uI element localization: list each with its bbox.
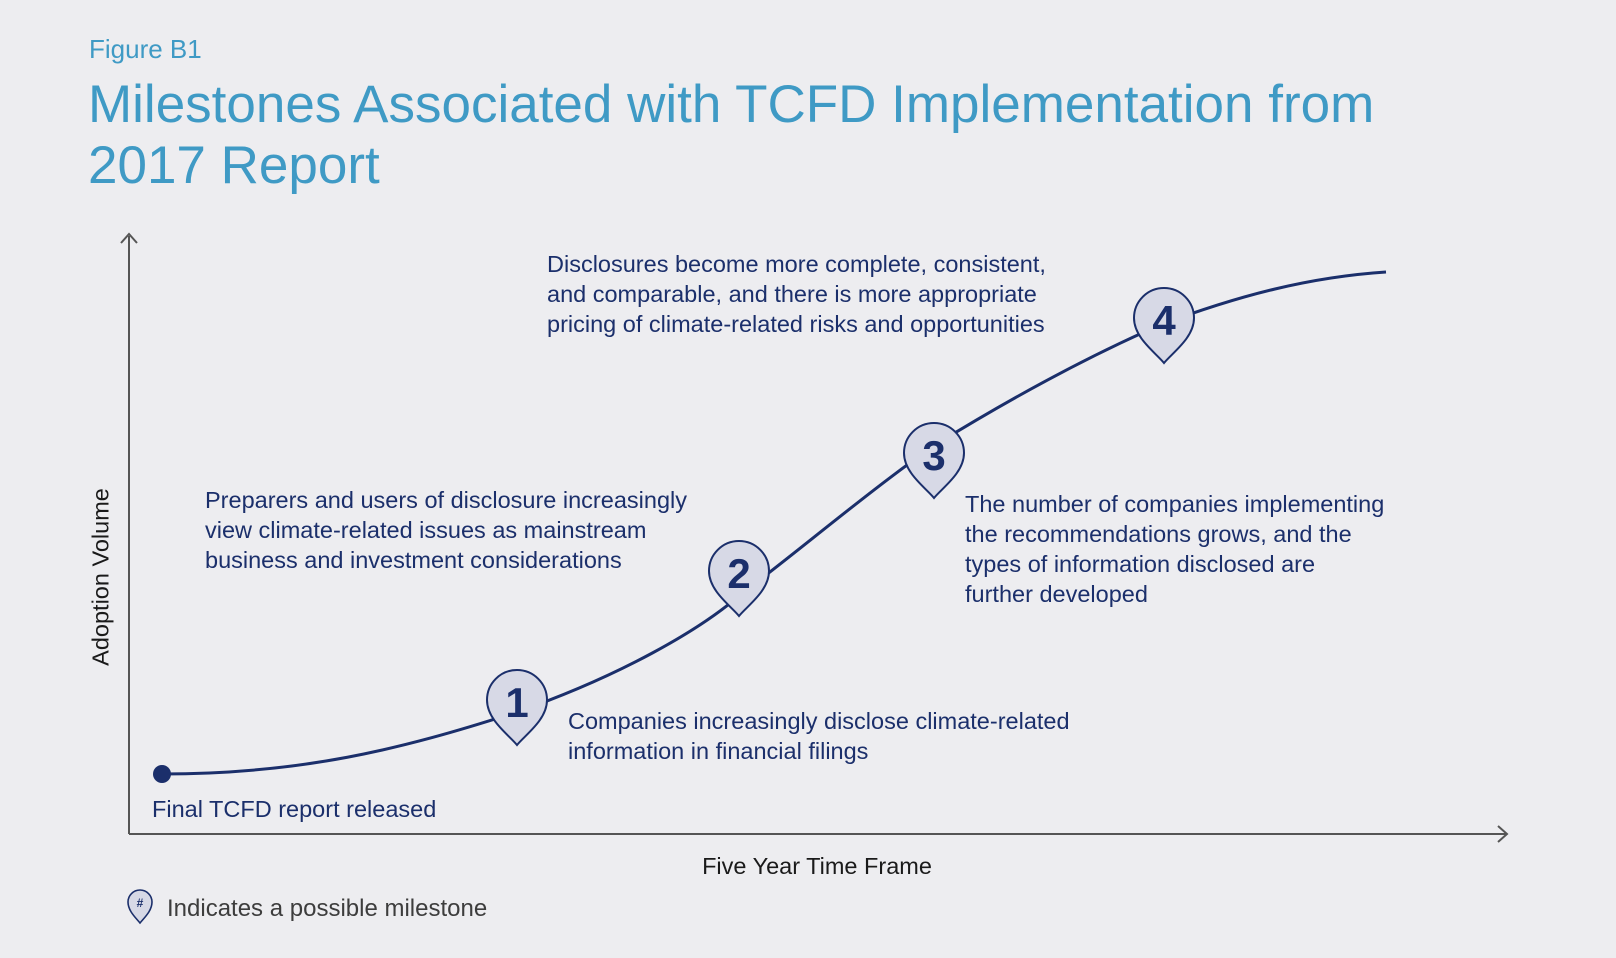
start-point-dot [153,765,171,783]
milestone-4-text-line-3: pricing of climate-related risks and opp… [547,311,1045,337]
figure-label: Figure B1 [89,34,202,64]
milestone-pin-2: 2 [707,540,771,618]
milestone-2-text-line-3: business and investment considerations [205,547,622,573]
milestone-2-text-line-2: view climate-related issues as mainstrea… [205,517,647,543]
milestone-4-text-line-1: Disclosures become more complete, consis… [547,251,1046,277]
x-axis-arrowhead [1497,825,1509,843]
y-axis-arrowhead [120,232,138,244]
legend-pin-symbol: # [137,896,144,910]
milestone-pin-4: 4 [1132,287,1196,365]
milestone-number: 4 [1152,297,1176,344]
milestone-pin-1: 1 [485,669,549,747]
x-axis-label: Five Year Time Frame [702,853,932,879]
milestone-3-text-line-2: the recommendations grows, and the [965,521,1352,547]
milestone-number: 2 [727,550,750,597]
start-point-label: Final TCFD report released [152,794,436,824]
figure-title-line-1: Milestones Associated with TCFD Implemen… [88,75,1375,134]
milestone-2-text-line-1: Preparers and users of disclosure increa… [205,487,687,513]
milestone-3-text-line-4: further developed [965,581,1148,607]
milestone-4-text: Disclosures become more complete, consis… [547,249,1046,339]
milestone-number: 3 [922,432,945,479]
milestone-3-text-line-1: The number of companies implementing [965,491,1385,517]
milestone-1-text: Companies increasingly disclose climate-… [568,706,1070,766]
legend-text: Indicates a possible milestone [167,895,488,922]
map-pin-icon [1132,287,1196,365]
map-pin-icon [707,540,771,618]
milestone-4-text-line-2: and comparable, and there is more approp… [547,281,1037,307]
milestone-3-text: The number of companies implementing the… [965,489,1384,609]
map-pin-icon [127,889,153,925]
legend-pin: # [127,889,153,925]
y-axis-label: Adoption Volume [87,488,114,666]
milestone-1-text-line-2: information in financial filings [568,738,869,764]
milestone-3-text-line-3: types of information disclosed are [965,551,1316,577]
start-point-label-text: Final TCFD report released [152,796,437,822]
figure-title-line-2: 2017 Report [88,136,380,195]
milestone-number: 1 [505,679,528,726]
map-pin-icon [902,422,966,500]
milestone-2-text: Preparers and users of disclosure increa… [205,485,687,575]
milestone-1-text-line-1: Companies increasingly disclose climate-… [568,708,1070,734]
map-pin-icon [485,669,549,747]
figure-title: Milestones Associated with TCFD Implemen… [88,74,1508,196]
milestone-pin-3: 3 [902,422,966,500]
